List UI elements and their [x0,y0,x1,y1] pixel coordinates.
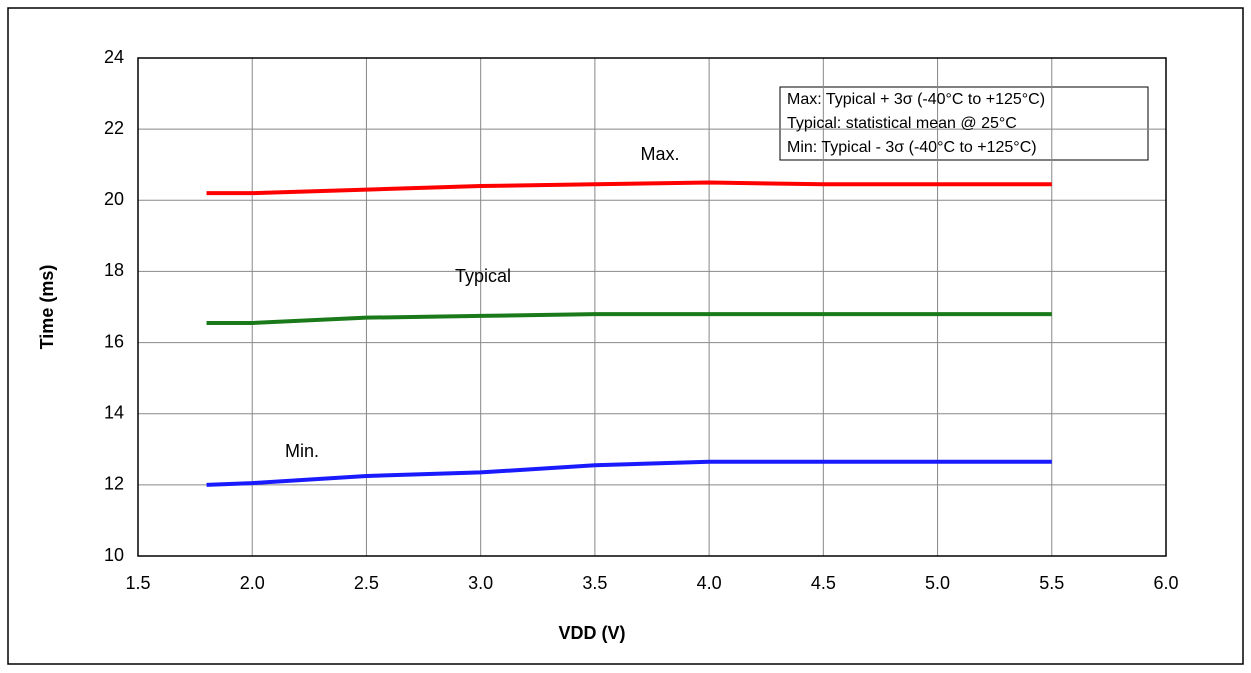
y-tick-label: 12 [104,474,124,494]
x-tick-label: 3.5 [582,573,607,593]
y-tick-label: 16 [104,331,124,351]
note-box [779,86,1149,161]
y-tick-label: 20 [104,189,124,209]
series-label: Typical [455,266,511,286]
y-tick-label: 10 [104,545,124,565]
y-axis-label: Time (ms) [37,265,57,350]
y-tick-label: 14 [104,402,124,422]
note-line: Max: Typical + 3σ (-40°C to +125°C) [787,91,1045,108]
x-tick-label: 2.0 [240,573,265,593]
series-label: Max. [640,144,679,164]
x-tick-label: 5.5 [1039,573,1064,593]
y-tick-label: 18 [104,260,124,280]
x-tick-label: 1.5 [125,573,150,593]
note-line: Typical: statistical mean @ 25°C [787,115,1017,132]
x-tick-label: 3.0 [468,573,493,593]
x-axis-label: VDD (V) [559,623,626,643]
y-tick-label: 24 [104,47,124,67]
x-tick-label: 4.5 [811,573,836,593]
series-line [206,459,1052,487]
series-line [206,312,1052,326]
series-label: Min. [285,441,319,461]
note-line: Min: Typical - 3σ (-40°C to +125°C) [787,139,1037,156]
y-tick-label: 22 [104,118,124,138]
plot-border [137,57,1167,557]
x-tick-label: 2.5 [354,573,379,593]
x-tick-label: 5.0 [925,573,950,593]
series-line [206,180,1052,196]
x-tick-label: 6.0 [1153,573,1178,593]
x-tick-label: 4.0 [697,573,722,593]
